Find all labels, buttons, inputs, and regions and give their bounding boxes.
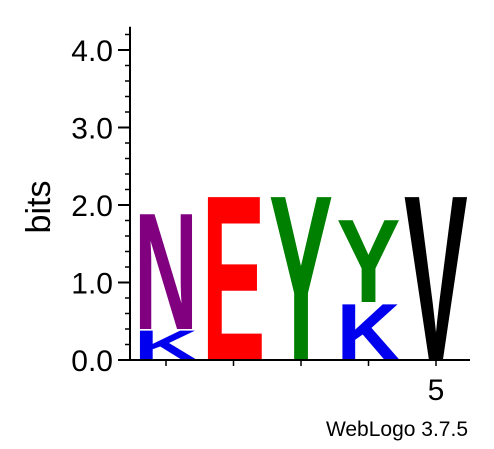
y-tick-label: 0.0 — [71, 345, 113, 378]
logo-letter-y: Y — [269, 146, 333, 411]
logo-letter-n: N — [134, 179, 198, 365]
logo-letter-v: V — [404, 148, 468, 412]
y-tick-label: 3.0 — [71, 113, 113, 146]
y-tick-label: 4.0 — [71, 35, 113, 68]
letter-stacks: KN E Y KY V — [134, 146, 468, 411]
y-axis-label: bits — [20, 181, 58, 234]
y-tick-label: 1.0 — [71, 268, 113, 301]
logo-letter-y: Y — [337, 194, 401, 327]
x-tick-label: 5 — [428, 374, 445, 407]
axes: 0.0 1.0 2.0 3.0 4.0 5 — [71, 26, 470, 407]
weblogo-credit: WebLogo 3.7.5 — [326, 418, 468, 441]
y-tick-label: 2.0 — [71, 190, 113, 223]
logo-letter-e: E — [202, 146, 266, 411]
